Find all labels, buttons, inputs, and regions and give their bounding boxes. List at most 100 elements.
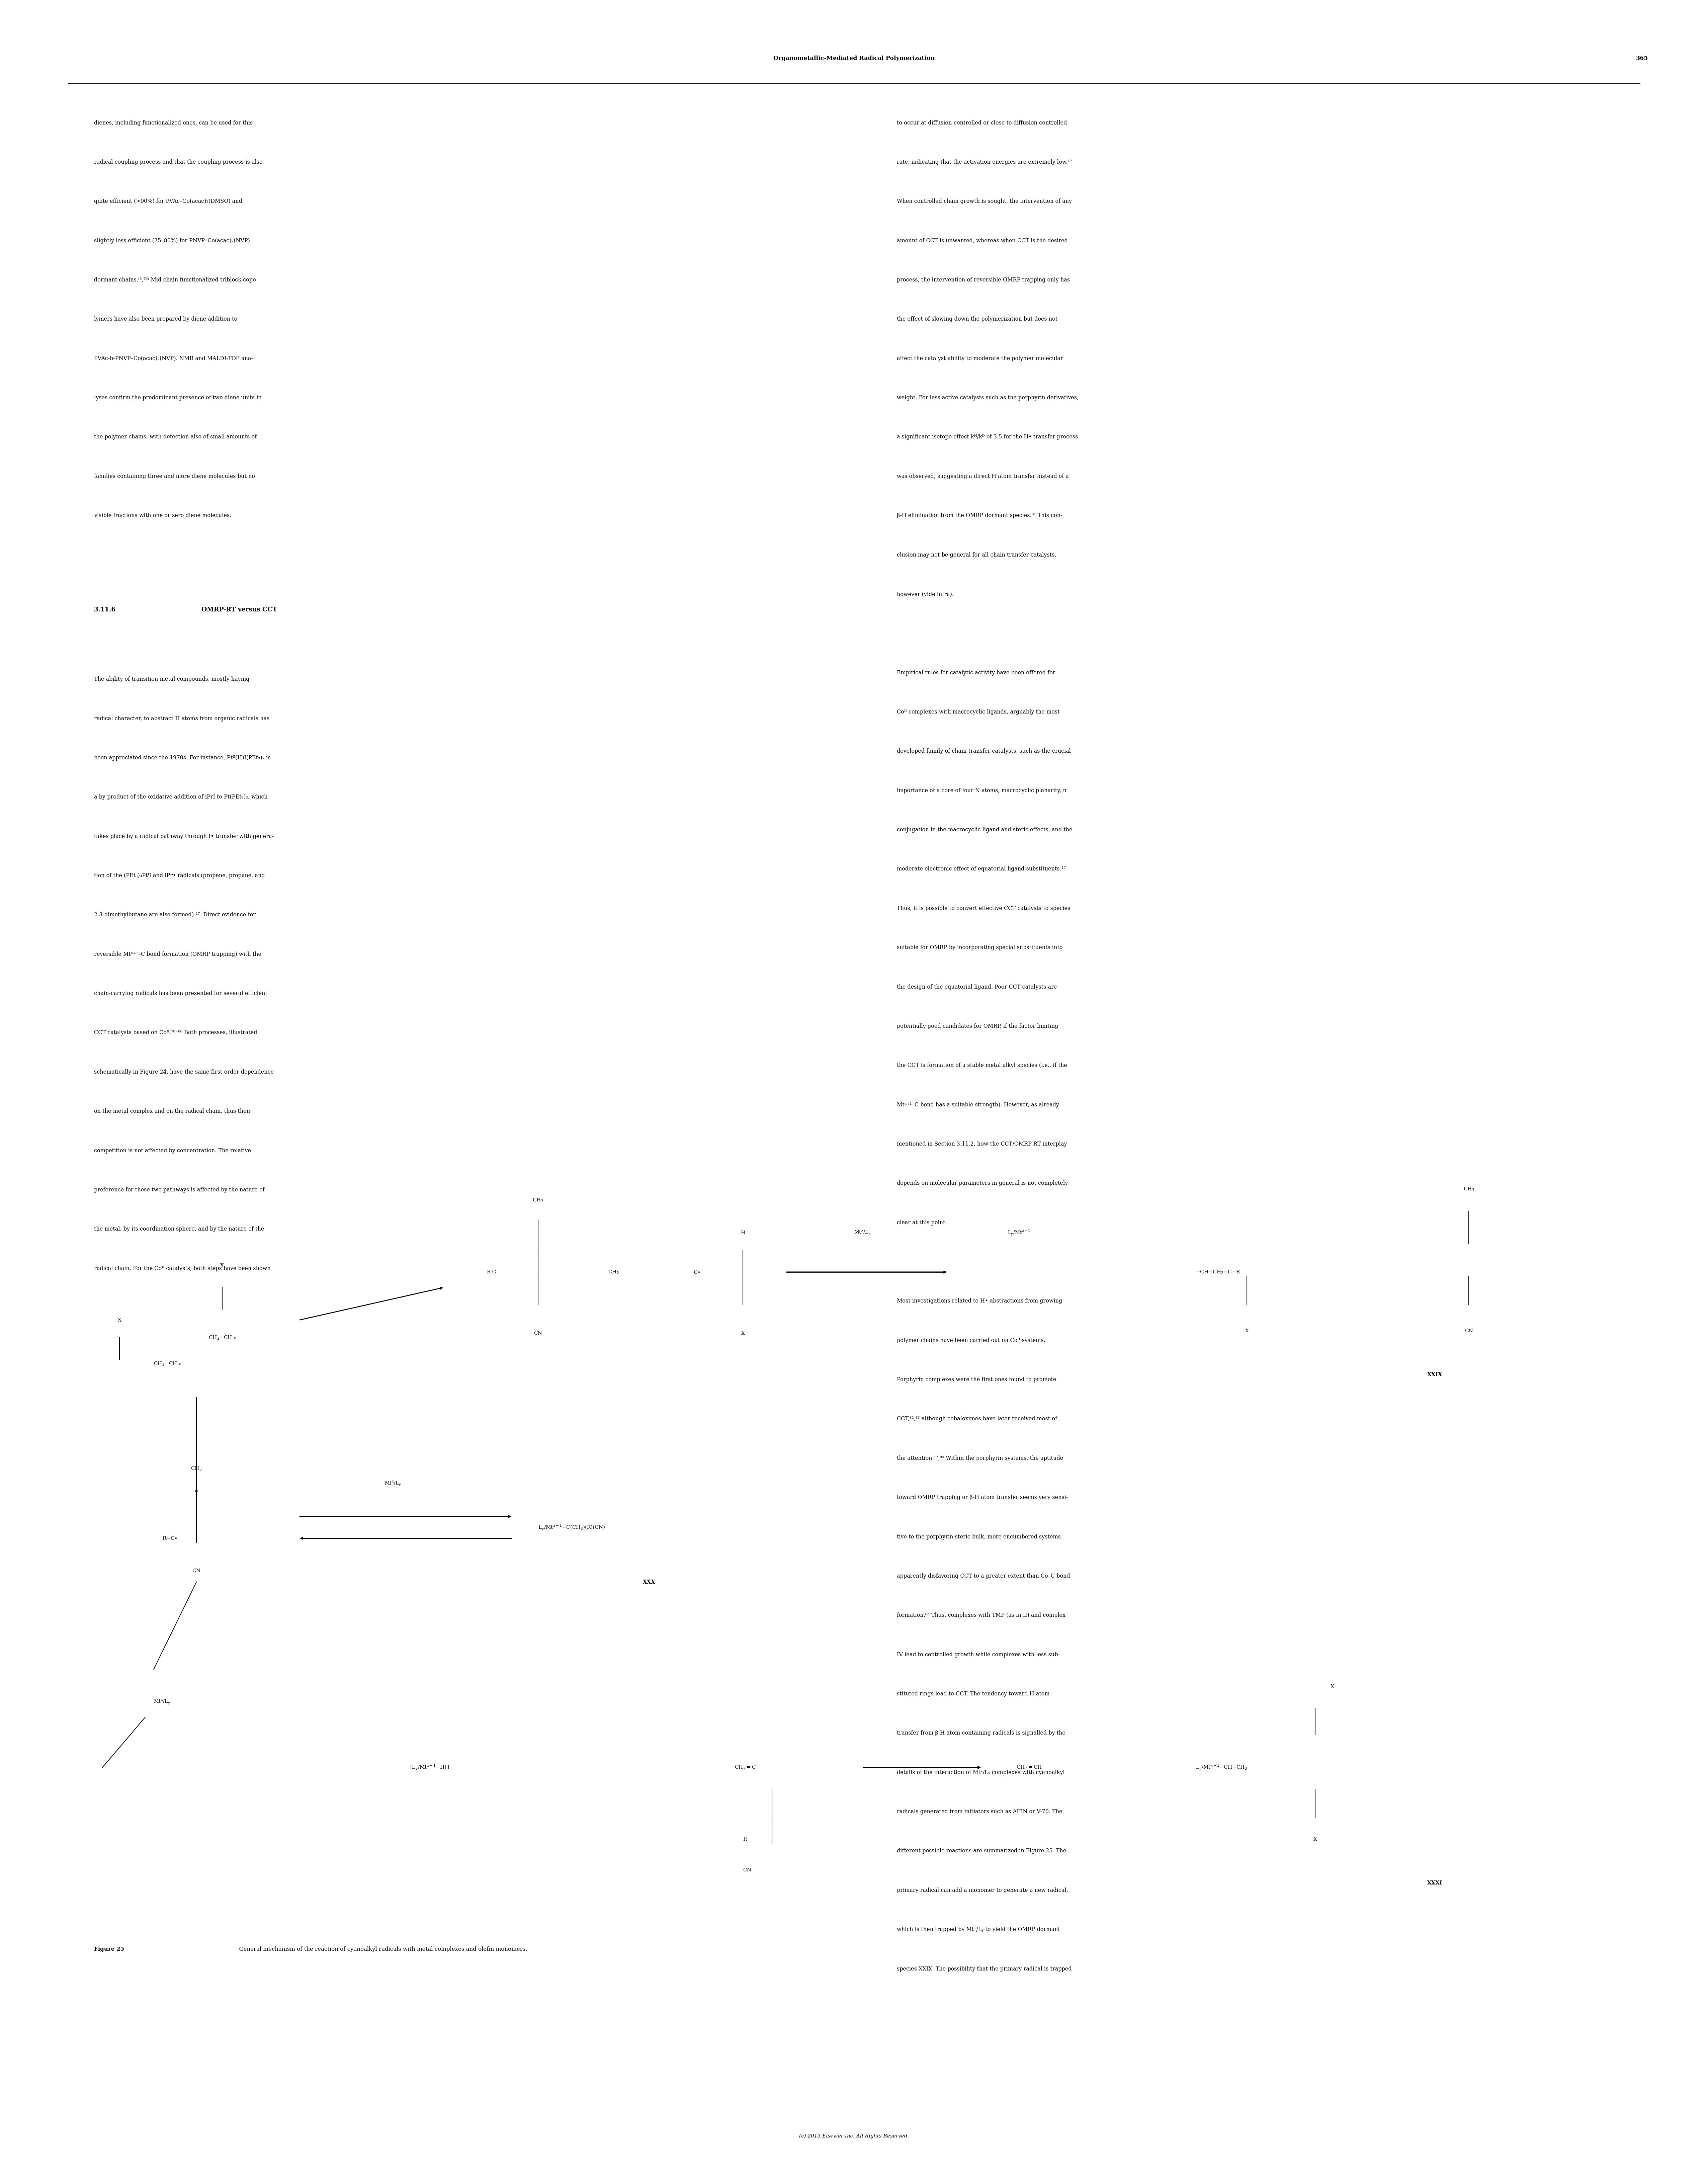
- Text: conjugation in the macrocyclic ligand and steric effects, and the: conjugation in the macrocyclic ligand an…: [897, 827, 1073, 834]
- Text: competition is not affected by concentration. The relative: competition is not affected by concentra…: [94, 1148, 251, 1154]
- Text: formation.⁸⁵ Thus, complexes with TMP (as in II) and complex: formation.⁸⁵ Thus, complexes with TMP (a…: [897, 1612, 1066, 1619]
- Text: H: H: [741, 1231, 745, 1235]
- Text: stituted rings lead to CCT. The tendency toward H atom: stituted rings lead to CCT. The tendency…: [897, 1691, 1049, 1698]
- Text: Most investigations related to H• abstractions from growing: Most investigations related to H• abstra…: [897, 1298, 1062, 1305]
- Text: amount of CCT is unwanted, whereas when CCT is the desired: amount of CCT is unwanted, whereas when …: [897, 238, 1068, 244]
- Text: CH$_3$: CH$_3$: [533, 1198, 543, 1202]
- Text: PVAc-b-PNVP–Co(acac)₂(NVP). NMR and MALDI-TOF ana-: PVAc-b-PNVP–Co(acac)₂(NVP). NMR and MALD…: [94, 356, 253, 362]
- Text: a by-product of the oxidative addition of iPrI to Pt(PEt₃)₃, which: a by-product of the oxidative addition o…: [94, 794, 268, 801]
- Text: on the metal complex and on the radical chain, thus their: on the metal complex and on the radical …: [94, 1108, 251, 1115]
- Text: weight. For less active catalysts such as the porphyrin derivatives,: weight. For less active catalysts such a…: [897, 395, 1078, 401]
- Text: R-C: R-C: [487, 1270, 497, 1274]
- Text: rate, indicating that the activation energies are extremely low.¹⁷: rate, indicating that the activation ene…: [897, 159, 1073, 166]
- Text: primary radical can add a monomer to generate a new radical,: primary radical can add a monomer to gen…: [897, 1887, 1068, 1894]
- Text: CCT catalysts based on Coᴵᴵ.⁷⁸⁻⁸⁰ Both processes, illustrated: CCT catalysts based on Coᴵᴵ.⁷⁸⁻⁸⁰ Both p…: [94, 1030, 258, 1036]
- Text: Empirical rules for catalytic activity have been offered for: Empirical rules for catalytic activity h…: [897, 670, 1056, 676]
- Text: R: R: [743, 1837, 746, 1842]
- Text: takes place by a radical pathway through I• transfer with genera-: takes place by a radical pathway through…: [94, 834, 273, 840]
- Text: XXXI: XXXI: [1428, 1881, 1442, 1885]
- Text: Thus, it is possible to convert effective CCT catalysts to species: Thus, it is possible to convert effectiv…: [897, 906, 1071, 912]
- Text: visible fractions with one or zero diene molecules.: visible fractions with one or zero diene…: [94, 513, 231, 519]
- Text: CN: CN: [1465, 1329, 1472, 1333]
- Text: L$_y$/Mt$^{x+1}$$-$CH$-$CH$_3$: L$_y$/Mt$^{x+1}$$-$CH$-$CH$_3$: [1196, 1763, 1247, 1772]
- Text: lyses confirm the predominant presence of two diene units in: lyses confirm the predominant presence o…: [94, 395, 261, 401]
- Text: chain-carrying radicals has been presented for several efficient: chain-carrying radicals has been present…: [94, 991, 266, 997]
- Text: importance of a core of four N atoms, macrocyclic planarity, π: importance of a core of four N atoms, ma…: [897, 788, 1066, 794]
- Text: X: X: [220, 1263, 224, 1268]
- Text: dormant chains.⁽⁵,⁷⁶⁾ Mid-chain functionalized triblock copo-: dormant chains.⁽⁵,⁷⁶⁾ Mid-chain function…: [94, 277, 258, 284]
- Text: radical chain. For the Coᴵᴵ catalysts, both steps have been shown: radical chain. For the Coᴵᴵ catalysts, b…: [94, 1266, 270, 1272]
- Text: CCT,⁸²,⁸³ although cobaloximes have later received most of: CCT,⁸²,⁸³ although cobaloximes have late…: [897, 1416, 1057, 1423]
- Text: Mt$^x$/L$_y$: Mt$^x$/L$_y$: [854, 1228, 871, 1237]
- Text: the effect of slowing down the polymerization but does not: the effect of slowing down the polymeriz…: [897, 316, 1057, 323]
- Text: X: X: [1331, 1685, 1334, 1689]
- Text: [L$_y$/Mt$^{x+1}$$-$H]$+$: [L$_y$/Mt$^{x+1}$$-$H]$+$: [410, 1763, 451, 1772]
- Text: X: X: [118, 1318, 121, 1322]
- Text: clusion may not be general for all chain transfer catalysts,: clusion may not be general for all chain…: [897, 552, 1056, 559]
- Text: affect the catalyst ability to moderate the polymer molecular: affect the catalyst ability to moderate …: [897, 356, 1062, 362]
- Text: however (vide infra).: however (vide infra).: [897, 591, 953, 598]
- Text: General mechanism of the reaction of cyanoalkyl radicals with metal complexes an: General mechanism of the reaction of cya…: [236, 1946, 528, 1953]
- Text: families containing three and more diene molecules but no: families containing three and more diene…: [94, 473, 254, 480]
- Text: CH$_3$: CH$_3$: [1464, 1187, 1474, 1191]
- Text: Mtⁿ⁺¹–C bond has a suitable strength). However, as already: Mtⁿ⁺¹–C bond has a suitable strength). H…: [897, 1102, 1059, 1108]
- Text: which is then trapped by Mtˣ/Lᵧ to yield the OMRP dormant: which is then trapped by Mtˣ/Lᵧ to yield…: [897, 1927, 1061, 1933]
- Text: been appreciated since the 1970s. For instance, Ptᴵᴵ(H)I(PEt₃)₂ is: been appreciated since the 1970s. For in…: [94, 755, 270, 762]
- Text: (c) 2013 Elsevier Inc. All Rights Reserved.: (c) 2013 Elsevier Inc. All Rights Reserv…: [799, 2134, 909, 2138]
- Text: transfer from β-H atom-containing radicals is signalled by the: transfer from β-H atom-containing radica…: [897, 1730, 1066, 1737]
- Text: IV lead to controlled growth while complexes with less sub-: IV lead to controlled growth while compl…: [897, 1652, 1059, 1658]
- Text: dienes, including functionalized ones, can be used for this: dienes, including functionalized ones, c…: [94, 120, 253, 127]
- Text: L$_y$/Mt$^{x+1}$: L$_y$/Mt$^{x+1}$: [1008, 1228, 1030, 1237]
- Text: process, the intervention of reversible OMRP trapping only has: process, the intervention of reversible …: [897, 277, 1069, 284]
- Text: depends on molecular parameters in general is not completely: depends on molecular parameters in gener…: [897, 1180, 1068, 1187]
- Text: the metal, by its coordination sphere, and by the nature of the: the metal, by its coordination sphere, a…: [94, 1226, 265, 1233]
- Text: XXX: XXX: [642, 1580, 656, 1584]
- Text: reversible Mtⁿ⁺¹–C bond formation (OMRP trapping) with the: reversible Mtⁿ⁺¹–C bond formation (OMRP …: [94, 951, 261, 958]
- Text: was observed, suggesting a direct H atom transfer instead of a: was observed, suggesting a direct H atom…: [897, 473, 1069, 480]
- Text: 2,3-dimethylbutane are also formed).²⁷  Direct evidence for: 2,3-dimethylbutane are also formed).²⁷ D…: [94, 912, 256, 919]
- Text: CN: CN: [743, 1868, 752, 1872]
- Text: CH$_2$$=$C: CH$_2$$=$C: [734, 1765, 757, 1770]
- Text: tion of the (PEt₃)₃PtᴵI and iPr• radicals (propene, propane, and: tion of the (PEt₃)₃PtᴵI and iPr• radical…: [94, 873, 265, 879]
- Text: mentioned in Section 3.11.2, how the CCT/OMRP-RT interplay: mentioned in Section 3.11.2, how the CCT…: [897, 1141, 1068, 1148]
- Text: CH$_2$=CH$_\nearrow$: CH$_2$=CH$_\nearrow$: [154, 1362, 181, 1366]
- Text: apparently disfavoring CCT to a greater extent than Co–C bond: apparently disfavoring CCT to a greater …: [897, 1573, 1069, 1580]
- Text: Mt$^x$/L$_y$: Mt$^x$/L$_y$: [384, 1479, 401, 1488]
- Text: different possible reactions are summarized in Figure 25. The: different possible reactions are summari…: [897, 1848, 1066, 1855]
- Text: Organometallic-Mediated Radical Polymerization: Organometallic-Mediated Radical Polymeri…: [774, 55, 934, 61]
- Text: a significant isotope effect kᴴ/kᴰ of 3.5 for the H• transfer process: a significant isotope effect kᴴ/kᴰ of 3.…: [897, 434, 1078, 441]
- Text: details of the interaction of Mtˣ/Lᵧ complexes with cyanoalkyl: details of the interaction of Mtˣ/Lᵧ com…: [897, 1770, 1064, 1776]
- Text: When controlled chain growth is sought, the intervention of any: When controlled chain growth is sought, …: [897, 199, 1071, 205]
- Text: potentially good candidates for OMRP, if the factor limiting: potentially good candidates for OMRP, if…: [897, 1023, 1057, 1030]
- Text: Figure 25: Figure 25: [94, 1946, 125, 1953]
- Text: XXIX: XXIX: [1428, 1372, 1442, 1377]
- Text: X: X: [741, 1331, 745, 1335]
- Text: schematically in Figure 24, have the same first-order dependence: schematically in Figure 24, have the sam…: [94, 1069, 273, 1076]
- Text: radical character, to abstract H atoms from organic radicals has: radical character, to abstract H atoms f…: [94, 716, 270, 722]
- Text: CH$_2$=CH$_\nearrow$: CH$_2$=CH$_\nearrow$: [208, 1335, 236, 1340]
- Text: -CH$_2$: -CH$_2$: [606, 1270, 618, 1274]
- Text: 365: 365: [1636, 55, 1648, 61]
- Text: quite efficient (>90%) for PVAc–Co(acac)₂(DMSO) and: quite efficient (>90%) for PVAc–Co(acac)…: [94, 199, 243, 205]
- Text: the design of the equatorial ligand. Poor CCT catalysts are: the design of the equatorial ligand. Poo…: [897, 984, 1057, 991]
- Text: radical coupling process and that the coupling process is also: radical coupling process and that the co…: [94, 159, 263, 166]
- Text: β-H elimination from the OMRP dormant species.⁸¹ This con-: β-H elimination from the OMRP dormant sp…: [897, 513, 1062, 519]
- Text: clear at this point.: clear at this point.: [897, 1220, 946, 1226]
- Text: tive to the porphyrin steric bulk, more encumbered systems: tive to the porphyrin steric bulk, more …: [897, 1534, 1061, 1540]
- Text: CH$_2$$=$CH: CH$_2$$=$CH: [1016, 1765, 1042, 1770]
- Text: developed family of chain transfer catalysts, such as the crucial: developed family of chain transfer catal…: [897, 748, 1071, 755]
- Text: CH$_3$: CH$_3$: [191, 1466, 202, 1471]
- Text: X: X: [1245, 1329, 1249, 1333]
- Text: L$_y$/Mt$^{x-1}$$-$C(CH$_3$)(R)(CN): L$_y$/Mt$^{x-1}$$-$C(CH$_3$)(R)(CN): [538, 1523, 605, 1532]
- Text: Mt$^x$/L$_y$: Mt$^x$/L$_y$: [154, 1698, 171, 1706]
- Text: slightly less efficient (75–80%) for PNVP–Co(acac)₂(NVP): slightly less efficient (75–80%) for PNV…: [94, 238, 249, 244]
- Text: OMRP-RT versus CCT: OMRP-RT versus CCT: [202, 607, 277, 613]
- Text: moderate electronic effect of equatorial ligand substituents.¹⁷: moderate electronic effect of equatorial…: [897, 866, 1066, 873]
- Text: -C$\bullet$: -C$\bullet$: [692, 1270, 700, 1274]
- Text: preference for these two pathways is affected by the nature of: preference for these two pathways is aff…: [94, 1187, 265, 1194]
- Text: $-$CH$-$CH$_2$$-$C$-$R: $-$CH$-$CH$_2$$-$C$-$R: [1196, 1270, 1240, 1274]
- Text: CN: CN: [535, 1331, 541, 1335]
- Text: radicals generated from initiators such as AIBN or V-70. The: radicals generated from initiators such …: [897, 1809, 1062, 1815]
- Text: Coᴵᴵ complexes with macrocyclic ligands, arguably the most: Coᴵᴵ complexes with macrocyclic ligands,…: [897, 709, 1059, 716]
- Text: the attention.¹⁷,⁸⁴ Within the porphyrin systems, the aptitude: the attention.¹⁷,⁸⁴ Within the porphyrin…: [897, 1455, 1062, 1462]
